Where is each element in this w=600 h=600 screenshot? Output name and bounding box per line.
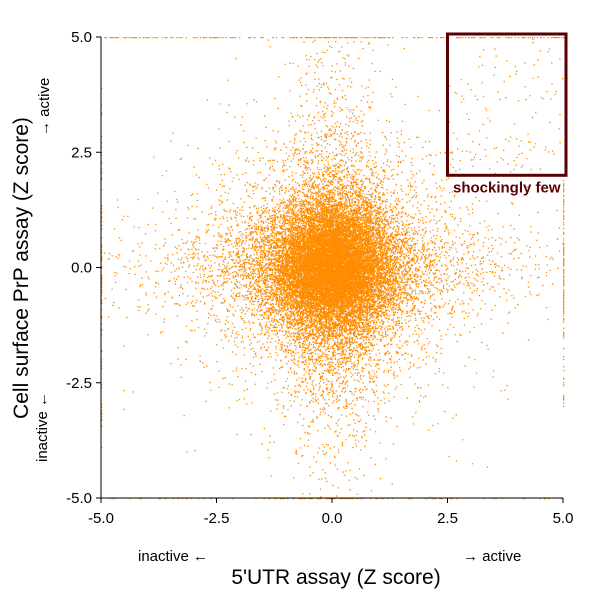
y-active-label: → active [36, 78, 53, 136]
x-tick-label: 0.0 [322, 510, 343, 527]
x-tick-label: -2.5 [204, 510, 230, 527]
callout-label: shockingly few [453, 179, 561, 196]
x-inactive-label: inactive ← [138, 548, 208, 565]
y-axis-title: Cell surface PrP assay (Z score) [10, 117, 33, 419]
y-tick-label: 0.0 [71, 260, 92, 277]
x-axis-ticks: -5.0 -2.5 0.0 2.5 5.0 [88, 498, 573, 527]
y-tick-label: 5.0 [71, 29, 92, 46]
scatter-point-cloud [101, 37, 565, 500]
scatter-points [101, 37, 565, 500]
x-tick-label: 2.5 [437, 510, 458, 527]
y-tick-label: -5.0 [66, 490, 92, 507]
y-tick-label: 2.5 [71, 144, 92, 161]
x-tick-label: 5.0 [553, 510, 574, 527]
x-tick-label: -5.0 [88, 510, 114, 527]
x-axis-title: 5'UTR assay (Z score) [231, 566, 440, 589]
y-tick-label: -2.5 [66, 375, 92, 392]
x-active-label: → active [463, 548, 521, 565]
callout-box [446, 32, 568, 177]
y-axis-ticks: -5.0 -2.5 0.0 2.5 5.0 [66, 29, 101, 507]
y-inactive-label: inactive ← [34, 392, 51, 462]
